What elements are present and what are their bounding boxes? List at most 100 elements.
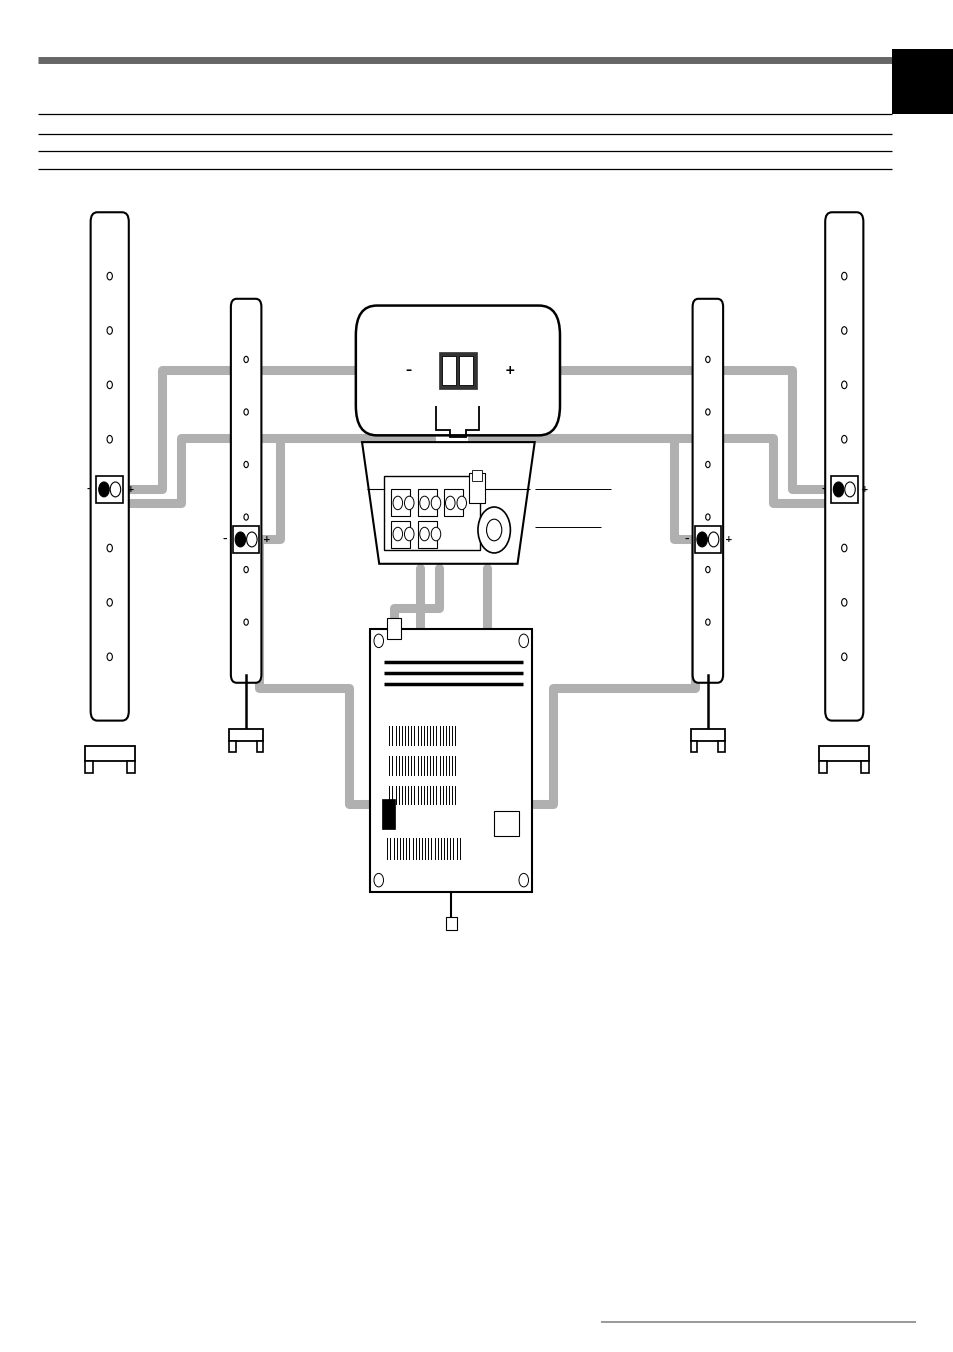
Bar bbox=[458, 356, 473, 385]
Text: –: – bbox=[87, 485, 91, 493]
Circle shape bbox=[419, 496, 429, 510]
Bar bbox=[438, 352, 476, 389]
Bar bbox=[472, 470, 481, 481]
Circle shape bbox=[235, 531, 246, 546]
Circle shape bbox=[843, 481, 854, 498]
Bar bbox=[381, 799, 395, 829]
Circle shape bbox=[419, 527, 429, 541]
Bar bbox=[233, 526, 259, 553]
Circle shape bbox=[374, 873, 383, 887]
Text: +: + bbox=[724, 535, 732, 544]
Circle shape bbox=[705, 619, 709, 625]
Circle shape bbox=[244, 514, 248, 521]
Circle shape bbox=[404, 496, 414, 510]
Bar bbox=[384, 476, 479, 550]
Circle shape bbox=[841, 653, 846, 661]
Bar bbox=[229, 741, 235, 752]
Circle shape bbox=[393, 527, 402, 541]
Text: –: – bbox=[405, 364, 411, 377]
Circle shape bbox=[244, 357, 248, 362]
Circle shape bbox=[707, 531, 718, 546]
FancyBboxPatch shape bbox=[231, 299, 261, 683]
Circle shape bbox=[244, 566, 248, 573]
Circle shape bbox=[841, 599, 846, 606]
Bar bbox=[819, 746, 868, 761]
Circle shape bbox=[841, 272, 846, 280]
Bar bbox=[445, 917, 456, 930]
Circle shape bbox=[833, 481, 843, 498]
Text: +: + bbox=[127, 485, 134, 493]
Bar bbox=[891, 49, 953, 114]
Bar bbox=[256, 741, 263, 752]
Text: +: + bbox=[504, 364, 516, 377]
Bar bbox=[694, 526, 720, 553]
Circle shape bbox=[244, 461, 248, 468]
Circle shape bbox=[705, 566, 709, 573]
Bar bbox=[391, 489, 410, 516]
Circle shape bbox=[107, 327, 112, 334]
Circle shape bbox=[705, 514, 709, 521]
Circle shape bbox=[107, 599, 112, 606]
Circle shape bbox=[107, 435, 112, 443]
FancyBboxPatch shape bbox=[355, 306, 559, 435]
Circle shape bbox=[518, 873, 528, 887]
Circle shape bbox=[841, 489, 846, 498]
Circle shape bbox=[841, 435, 846, 443]
Circle shape bbox=[244, 619, 248, 625]
Bar bbox=[127, 761, 134, 773]
Circle shape bbox=[841, 545, 846, 552]
Circle shape bbox=[431, 496, 440, 510]
Circle shape bbox=[696, 531, 706, 546]
Circle shape bbox=[518, 634, 528, 648]
Bar bbox=[441, 356, 456, 385]
Bar bbox=[690, 729, 724, 741]
Bar bbox=[417, 521, 436, 548]
FancyBboxPatch shape bbox=[91, 212, 129, 721]
Bar bbox=[443, 489, 462, 516]
Circle shape bbox=[841, 381, 846, 388]
Circle shape bbox=[431, 527, 440, 541]
FancyBboxPatch shape bbox=[824, 212, 862, 721]
Circle shape bbox=[404, 527, 414, 541]
Bar bbox=[718, 741, 724, 752]
Bar bbox=[387, 618, 400, 639]
Circle shape bbox=[456, 496, 466, 510]
Bar bbox=[85, 746, 134, 761]
Circle shape bbox=[99, 481, 109, 498]
Circle shape bbox=[107, 489, 112, 498]
Circle shape bbox=[244, 408, 248, 415]
Bar bbox=[370, 629, 532, 892]
Circle shape bbox=[705, 461, 709, 468]
Circle shape bbox=[107, 381, 112, 388]
Bar bbox=[690, 741, 697, 752]
Bar bbox=[494, 811, 518, 836]
Bar bbox=[819, 761, 826, 773]
Circle shape bbox=[486, 519, 501, 541]
Text: –: – bbox=[223, 535, 227, 544]
Circle shape bbox=[107, 653, 112, 661]
Circle shape bbox=[705, 408, 709, 415]
Circle shape bbox=[445, 496, 455, 510]
Circle shape bbox=[841, 327, 846, 334]
Circle shape bbox=[705, 357, 709, 362]
Bar bbox=[417, 489, 436, 516]
Text: +: + bbox=[263, 535, 271, 544]
Bar bbox=[861, 761, 868, 773]
FancyBboxPatch shape bbox=[692, 299, 722, 683]
Circle shape bbox=[107, 545, 112, 552]
Bar bbox=[85, 761, 92, 773]
Bar bbox=[469, 473, 484, 503]
Text: –: – bbox=[821, 485, 824, 493]
Circle shape bbox=[374, 634, 383, 648]
Circle shape bbox=[393, 496, 402, 510]
Bar bbox=[229, 729, 263, 741]
Bar bbox=[391, 521, 410, 548]
Circle shape bbox=[111, 481, 121, 498]
Circle shape bbox=[477, 507, 510, 553]
Text: +: + bbox=[861, 485, 868, 493]
Circle shape bbox=[246, 531, 257, 546]
Bar bbox=[96, 476, 123, 503]
Bar bbox=[830, 476, 857, 503]
Polygon shape bbox=[361, 442, 534, 564]
Circle shape bbox=[107, 272, 112, 280]
